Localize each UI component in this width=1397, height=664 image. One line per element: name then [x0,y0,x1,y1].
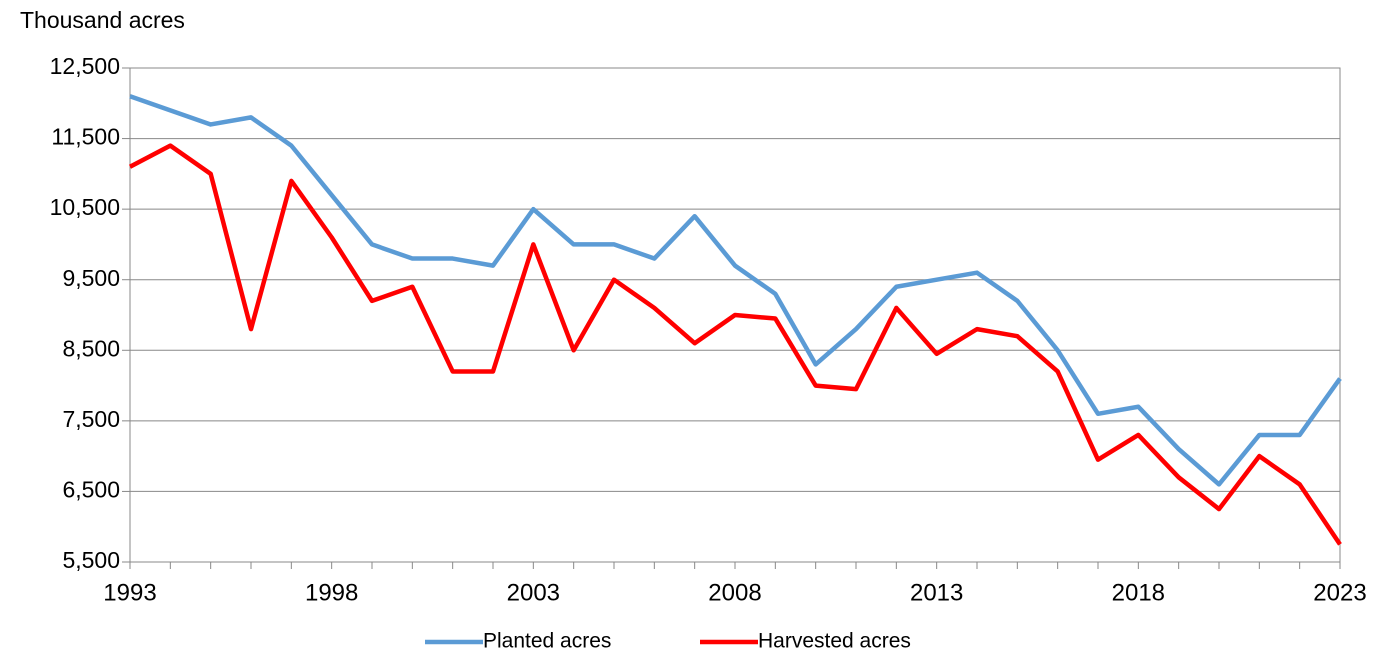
x-tick-label: 1993 [103,579,156,606]
series-line [129,94,1342,487]
x-tick-label: 1998 [305,579,358,606]
legend-label: Planted acres [483,630,611,653]
x-tick-label: 2023 [1313,579,1366,606]
x-tick-label: 2013 [910,579,963,606]
y-tick-label: 7,500 [62,406,120,432]
y-tick-label: 10,500 [50,194,120,220]
y-tick-label: 11,500 [51,124,120,150]
series-line [128,143,1342,546]
x-tick-label: 2018 [1112,579,1165,606]
y-tick-label: 9,500 [62,265,120,291]
x-tick-label: 2008 [708,579,761,606]
y-tick-label: 5,500 [62,547,120,573]
y-tick-label: 8,500 [62,335,120,361]
y-axis-label: Thousand acres [20,7,185,33]
y-tick-label: 12,500 [50,53,120,79]
legend-label: Harvested acres [758,630,911,653]
x-tick-label: 2003 [507,579,560,606]
y-tick-label: 6,500 [62,477,120,503]
